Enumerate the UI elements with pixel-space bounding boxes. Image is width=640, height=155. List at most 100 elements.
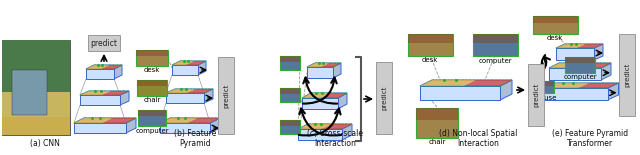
Polygon shape <box>12 70 47 115</box>
Polygon shape <box>549 63 611 68</box>
Text: desk: desk <box>144 67 160 73</box>
Polygon shape <box>126 118 136 133</box>
Polygon shape <box>549 68 601 80</box>
Polygon shape <box>74 118 136 123</box>
Polygon shape <box>543 88 607 100</box>
Polygon shape <box>416 108 458 120</box>
Polygon shape <box>338 93 347 109</box>
FancyBboxPatch shape <box>88 35 120 51</box>
Polygon shape <box>307 67 333 78</box>
Polygon shape <box>472 34 518 43</box>
Polygon shape <box>532 16 577 23</box>
Polygon shape <box>536 81 554 86</box>
Polygon shape <box>298 124 332 129</box>
Polygon shape <box>322 93 347 98</box>
FancyBboxPatch shape <box>619 34 635 116</box>
Polygon shape <box>160 123 210 133</box>
Text: computer: computer <box>478 58 512 64</box>
Polygon shape <box>86 69 114 79</box>
Text: chair: chair <box>143 97 161 104</box>
Polygon shape <box>549 63 588 68</box>
Polygon shape <box>198 61 206 75</box>
Polygon shape <box>187 89 213 93</box>
FancyBboxPatch shape <box>532 16 577 34</box>
Polygon shape <box>2 117 70 135</box>
Text: (e) Feature Pyramid
Transformer: (e) Feature Pyramid Transformer <box>552 129 628 148</box>
Polygon shape <box>210 118 220 133</box>
Text: (c) Cross-scale
Interaction: (c) Cross-scale Interaction <box>307 129 363 148</box>
Polygon shape <box>280 88 300 94</box>
FancyBboxPatch shape <box>528 64 544 126</box>
Polygon shape <box>160 118 220 123</box>
Text: (b) Feature
Pyramid: (b) Feature Pyramid <box>174 129 216 148</box>
Text: (d) Non-local Spatial
Interaction: (d) Non-local Spatial Interaction <box>439 129 517 148</box>
Polygon shape <box>74 118 113 123</box>
Text: desk: desk <box>422 58 438 64</box>
Text: predict: predict <box>381 86 387 110</box>
Polygon shape <box>578 63 611 68</box>
FancyBboxPatch shape <box>138 110 166 126</box>
Polygon shape <box>556 44 603 48</box>
Polygon shape <box>166 89 213 93</box>
Polygon shape <box>565 57 595 63</box>
Polygon shape <box>160 118 198 123</box>
Polygon shape <box>120 91 129 105</box>
Text: mouse: mouse <box>533 95 557 100</box>
Polygon shape <box>408 34 452 43</box>
Polygon shape <box>80 95 120 105</box>
Polygon shape <box>543 83 618 88</box>
Polygon shape <box>500 80 512 100</box>
Polygon shape <box>464 80 512 86</box>
Polygon shape <box>101 65 122 69</box>
Polygon shape <box>420 86 500 100</box>
Bar <box>2 40 70 135</box>
Polygon shape <box>307 63 341 67</box>
FancyBboxPatch shape <box>218 57 234 134</box>
Polygon shape <box>138 110 166 116</box>
Polygon shape <box>302 93 347 98</box>
Polygon shape <box>420 80 476 86</box>
FancyBboxPatch shape <box>280 56 300 70</box>
FancyBboxPatch shape <box>280 88 300 102</box>
Polygon shape <box>321 63 341 67</box>
Polygon shape <box>166 93 204 103</box>
Polygon shape <box>322 124 352 129</box>
Polygon shape <box>307 63 330 67</box>
Polygon shape <box>2 92 70 135</box>
Polygon shape <box>607 83 618 100</box>
Text: predict: predict <box>90 38 118 47</box>
Polygon shape <box>2 40 70 92</box>
Polygon shape <box>298 124 352 129</box>
Polygon shape <box>556 44 586 48</box>
Polygon shape <box>577 44 603 48</box>
Polygon shape <box>137 80 167 86</box>
Polygon shape <box>601 63 611 80</box>
Polygon shape <box>172 61 206 65</box>
Polygon shape <box>556 48 594 60</box>
Polygon shape <box>594 44 603 60</box>
Polygon shape <box>204 89 213 103</box>
Polygon shape <box>80 91 111 95</box>
FancyBboxPatch shape <box>408 34 452 56</box>
Polygon shape <box>114 65 122 79</box>
Text: predict: predict <box>223 83 229 108</box>
Polygon shape <box>280 120 300 126</box>
Polygon shape <box>86 65 109 69</box>
FancyBboxPatch shape <box>565 57 595 73</box>
Polygon shape <box>166 89 196 93</box>
FancyBboxPatch shape <box>280 120 300 134</box>
Polygon shape <box>80 91 129 95</box>
Polygon shape <box>333 63 341 78</box>
Polygon shape <box>543 83 589 88</box>
Polygon shape <box>302 93 331 98</box>
Text: (a) CNN: (a) CNN <box>30 139 60 148</box>
Text: predict: predict <box>624 63 630 87</box>
Polygon shape <box>342 124 352 140</box>
Polygon shape <box>172 61 195 65</box>
Polygon shape <box>102 118 136 123</box>
FancyBboxPatch shape <box>137 80 167 96</box>
Text: desk: desk <box>547 35 563 42</box>
Polygon shape <box>420 80 512 86</box>
Text: computer: computer <box>563 75 597 80</box>
Text: chair: chair <box>428 140 445 146</box>
